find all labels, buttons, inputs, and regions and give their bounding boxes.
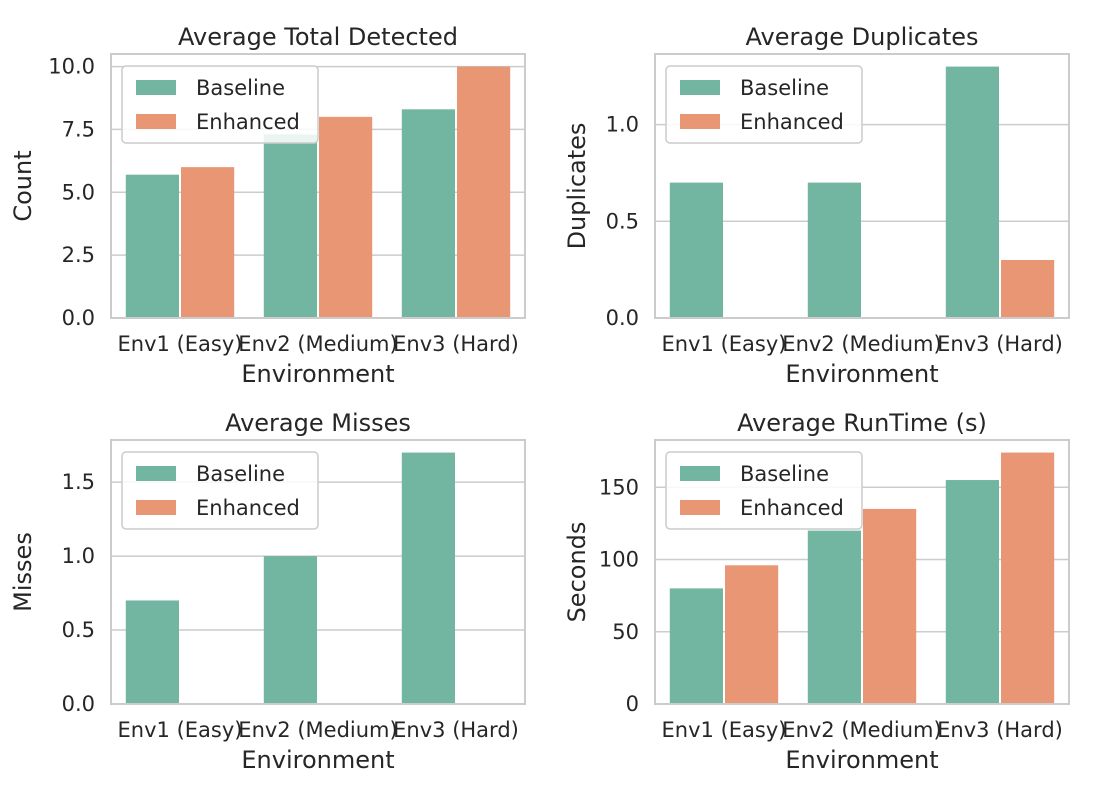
bar-baseline-1 [125, 600, 179, 704]
plot-frame [654, 53, 1070, 319]
y-tick-label: 1.0 [606, 113, 639, 137]
bar-baseline-1 [125, 174, 179, 318]
y-axis-label: Count [9, 150, 37, 221]
x-axis-label: Environment [241, 360, 394, 388]
x-tick-label: Env3 (Hard) [937, 718, 1063, 742]
chart-title: Average RunTime (s) [737, 409, 987, 437]
bar-baseline-3 [945, 66, 999, 318]
legend-label-baseline: Baseline [740, 462, 829, 486]
x-tick-label: Env2 (Medium) [782, 718, 941, 742]
x-tick-label: Env1 (Easy) [662, 718, 787, 742]
y-axis-label: Duplicates [563, 123, 591, 250]
bar-baseline-3 [401, 452, 455, 704]
bar-baseline-2 [263, 134, 317, 318]
legend-label-enhanced: Enhanced [740, 110, 844, 134]
legend: Baseline Enhanced [665, 65, 863, 144]
legend-swatch-baseline [136, 466, 176, 481]
bar-baseline-3 [401, 109, 455, 318]
y-axis-label: Misses [9, 532, 37, 612]
bar-enhanced-1 [181, 167, 235, 318]
x-tick-label: Env3 (Hard) [393, 332, 519, 356]
legend-label-enhanced: Enhanced [196, 110, 300, 134]
y-tick-label: 0.5 [62, 618, 95, 642]
legend-label-baseline: Baseline [196, 462, 285, 486]
legend: Baseline Enhanced [665, 451, 863, 530]
x-tick-label: Env3 (Hard) [393, 718, 519, 742]
bar-enhanced-2 [863, 508, 917, 704]
bar-baseline-2 [263, 556, 317, 704]
legend: Baseline Enhanced [121, 451, 319, 530]
x-tick-label: Env1 (Easy) [118, 718, 243, 742]
bar-enhanced-3 [457, 66, 511, 318]
legend-swatch-baseline [680, 466, 720, 481]
y-tick-label: 5.0 [62, 180, 95, 204]
y-tick-label: 0.0 [62, 306, 95, 330]
legend-swatch-enhanced [136, 114, 176, 129]
y-tick-label: 0.0 [62, 692, 95, 716]
y-tick-label: 2.5 [62, 243, 95, 267]
chart-title: Average Misses [225, 409, 411, 437]
y-tick-label: 100 [599, 548, 639, 572]
x-tick-label: Env1 (Easy) [662, 332, 787, 356]
bar-baseline-2 [807, 182, 861, 318]
x-tick-label: Env1 (Easy) [118, 332, 243, 356]
y-tick-label: 150 [599, 475, 639, 499]
y-axis-label: Seconds [563, 522, 591, 623]
legend-label-enhanced: Enhanced [740, 496, 844, 520]
x-axis-label: Environment [785, 360, 938, 388]
y-tick-label: 50 [612, 620, 639, 644]
legend-label-baseline: Baseline [196, 76, 285, 100]
y-tick-label: 0.5 [606, 209, 639, 233]
legend-swatch-enhanced [680, 114, 720, 129]
x-tick-label: Env2 (Medium) [782, 332, 941, 356]
bar-baseline-3 [945, 480, 999, 704]
x-tick-label: Env2 (Medium) [238, 332, 397, 356]
legend-swatch-enhanced [680, 500, 720, 515]
plot-frame [110, 53, 526, 319]
chart-title: Average Total Detected [178, 23, 458, 51]
bar-enhanced-3 [1001, 259, 1055, 318]
plot-frame [110, 439, 526, 705]
x-tick-label: Env3 (Hard) [937, 332, 1063, 356]
y-tick-label: 0.0 [606, 306, 639, 330]
y-tick-label: 7.5 [62, 117, 95, 141]
legend-swatch-baseline [680, 80, 720, 95]
subplot-1: Average Total Detected 0.0 2.5 5.0 7.5 10.0 En… [9, 23, 526, 388]
bar-baseline-1 [669, 182, 723, 318]
legend-label-baseline: Baseline [740, 76, 829, 100]
bar-enhanced-1 [725, 565, 779, 704]
x-tick-label: Env2 (Medium) [238, 718, 397, 742]
legend: Baseline Enhanced [121, 65, 319, 144]
bar-baseline-1 [669, 588, 723, 704]
x-axis-label: Environment [241, 746, 394, 774]
y-tick-label: 10.0 [48, 55, 95, 79]
legend-swatch-baseline [136, 80, 176, 95]
legend-label-enhanced: Enhanced [196, 496, 300, 520]
y-tick-label: 1.0 [62, 544, 95, 568]
y-tick-label: 1.5 [62, 470, 95, 494]
plot-frame [654, 439, 1070, 705]
bar-enhanced-2 [319, 116, 373, 318]
bar-baseline-2 [807, 530, 861, 704]
y-tick-label: 0 [626, 692, 639, 716]
x-axis-label: Environment [785, 746, 938, 774]
chart-title: Average Duplicates [745, 23, 978, 51]
bar-enhanced-3 [1001, 452, 1055, 704]
legend-swatch-enhanced [136, 500, 176, 515]
